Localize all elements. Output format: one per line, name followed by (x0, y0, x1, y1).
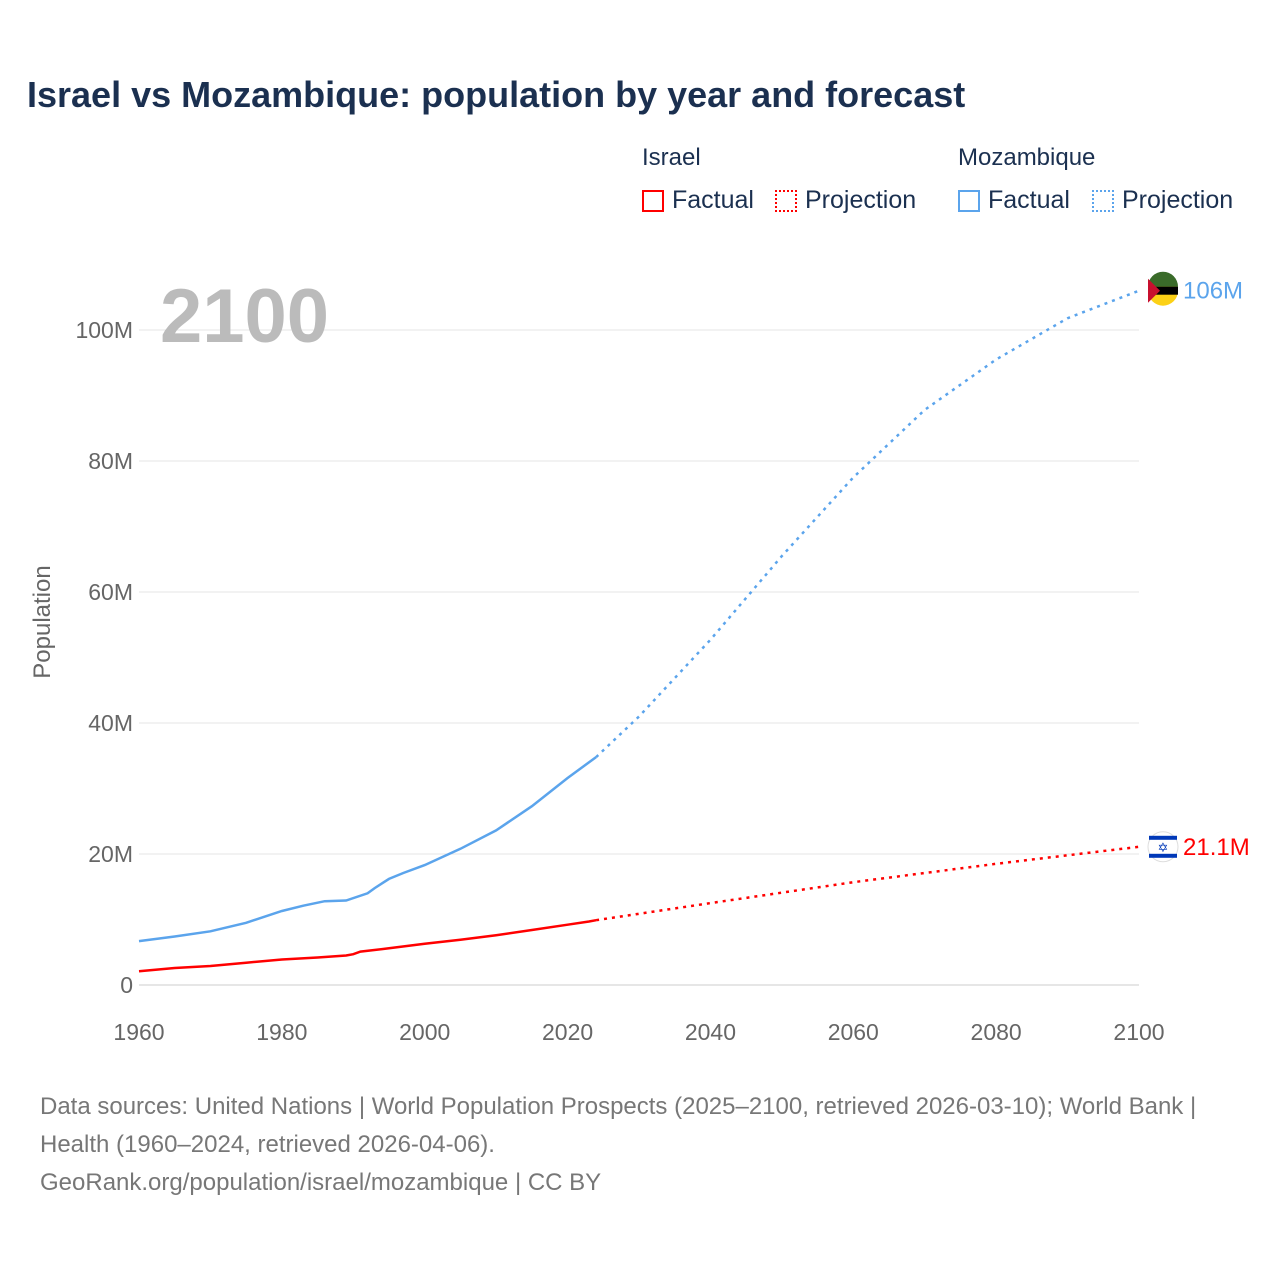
footer-sources: Data sources: United Nations | World Pop… (40, 1093, 1197, 1158)
flag-stripe (1149, 835, 1177, 840)
legend-mozambique-projection[interactable]: Projection (1092, 186, 1233, 215)
flag-green (1148, 271, 1178, 287)
legend-label: Projection (1122, 186, 1234, 214)
flag-israel-icon: ✡ (1147, 831, 1179, 863)
y-tick-label: 40M (88, 710, 133, 736)
y-tick-label: 80M (88, 448, 133, 474)
x-tick-label: 2080 (971, 1019, 1022, 1045)
end-label-israel: 21.1M (1183, 834, 1250, 861)
x-tick-label: 1960 (113, 1019, 164, 1045)
legend-swatch-dotted (775, 190, 797, 212)
footer: Data sources: United Nations | World Pop… (40, 1088, 1240, 1202)
legend-swatch-dotted (1092, 190, 1114, 212)
y-tick-label: 0 (120, 972, 133, 998)
x-tick-label: 2060 (828, 1019, 879, 1045)
legend-group-israel: Israel (642, 144, 701, 171)
y-axis-label: Population (29, 565, 56, 678)
flag-black (1148, 286, 1178, 295)
legend-israel-projection[interactable]: Projection (775, 186, 916, 215)
y-tick-label: 60M (88, 579, 133, 605)
legend-swatch-solid (642, 190, 664, 212)
legend-label: Factual (988, 186, 1070, 214)
end-label-mozambique: 106M (1183, 278, 1243, 305)
y-tick-label: 100M (75, 317, 133, 343)
line-israel-factual (138, 918, 597, 973)
line-mozambique-projection (595, 289, 1140, 759)
year-overlay: 2100 (160, 274, 329, 359)
line-israel-projection (595, 845, 1140, 922)
x-tick-label: 2000 (399, 1019, 450, 1045)
legend-label: Projection (805, 186, 917, 214)
footer-link[interactable]: GeoRank.org/population/israel/mozambique… (40, 1169, 602, 1196)
plot-area: 0 20M 40M 60M 80M 100M 1960 1980 2000 2020 2040 206… (29, 271, 1250, 1045)
legend-swatch-solid (958, 190, 980, 212)
x-tick-label: 2020 (542, 1019, 593, 1045)
x-tick-label: 1980 (256, 1019, 307, 1045)
chart-title: Israel vs Mozambique: population by year… (27, 74, 966, 115)
x-tick-label: 2100 (1113, 1019, 1164, 1045)
flag-mozambique-icon (1148, 271, 1178, 306)
legend-label: Factual (672, 186, 754, 214)
flag-stripe (1149, 853, 1177, 858)
legend-mozambique-factual[interactable]: Factual (958, 186, 1070, 215)
y-tick-label: 20M (88, 841, 133, 867)
legend-group-mozambique: Mozambique (958, 144, 1096, 171)
line-mozambique-factual (138, 756, 597, 943)
legend-israel-factual[interactable]: Factual (642, 186, 754, 215)
x-tick-label: 2040 (685, 1019, 736, 1045)
flag-red (1148, 278, 1160, 303)
star-of-david-icon: ✡ (1158, 840, 1169, 855)
